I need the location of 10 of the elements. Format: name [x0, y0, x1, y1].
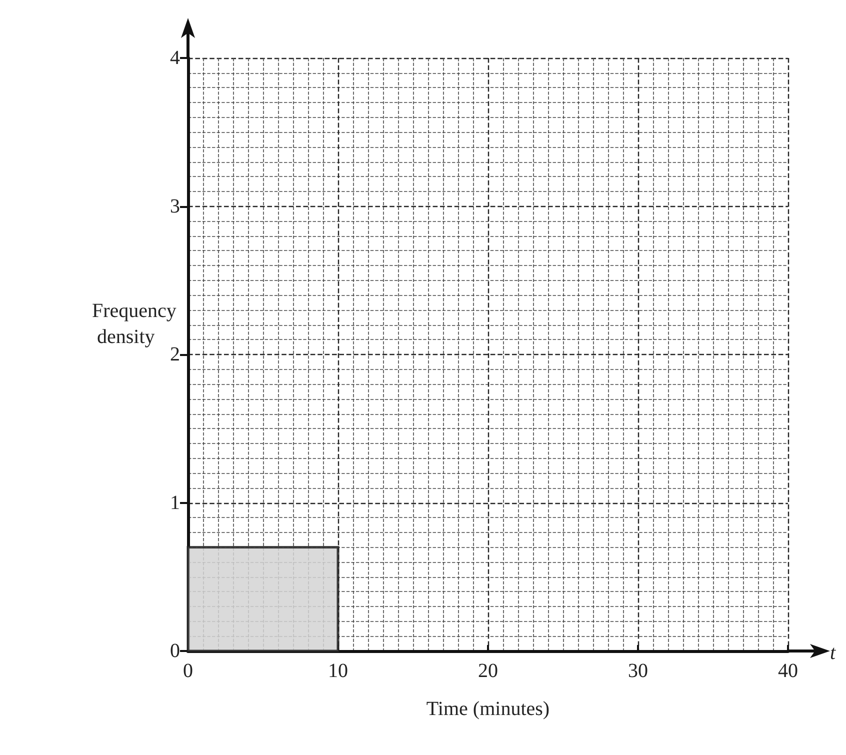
y-tick-label: 3	[170, 195, 180, 218]
x-tick-label: 30	[628, 660, 648, 682]
text: t	[830, 642, 836, 664]
y-tick-label: 0	[170, 640, 180, 662]
x-tick-label: 10	[328, 660, 348, 682]
x-tick-label: 20	[478, 660, 498, 682]
y-tick-label: 1	[170, 492, 180, 514]
x-axis-title: Time (minutes)	[426, 698, 550, 720]
y-tick-label: 4	[170, 47, 180, 69]
x-tick-label: 40	[778, 660, 798, 682]
